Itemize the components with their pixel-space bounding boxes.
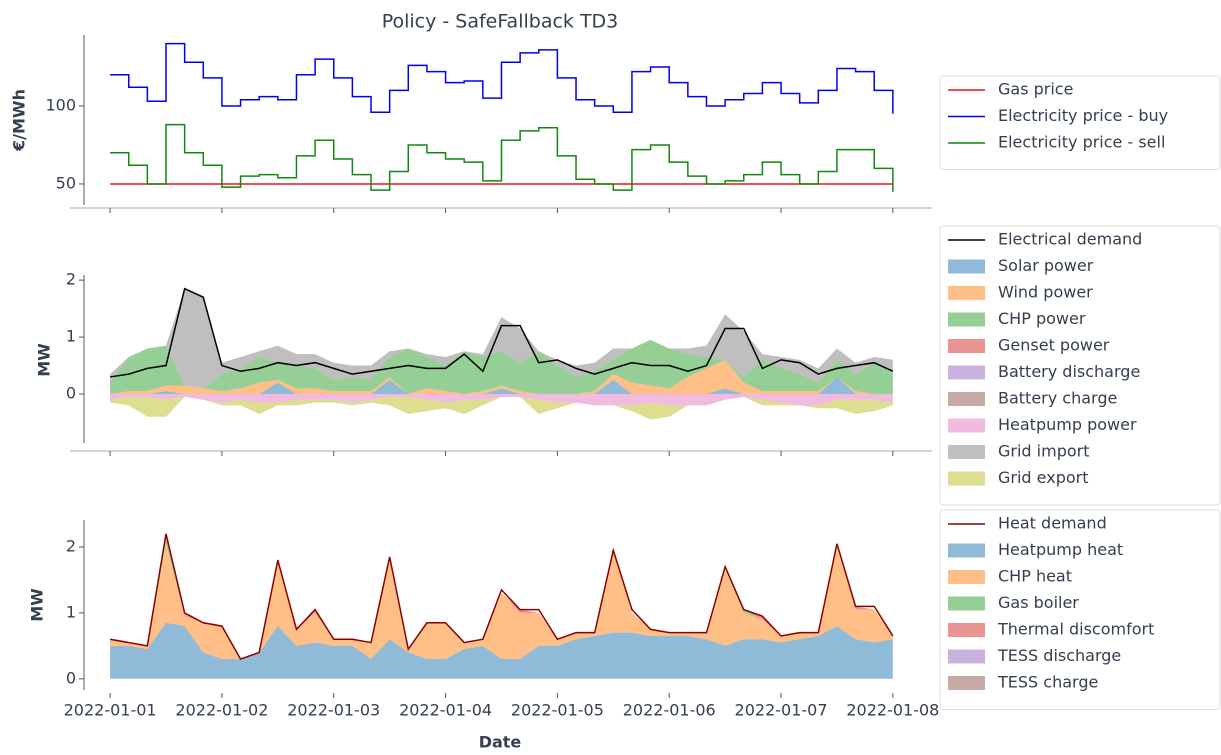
legend-swatch bbox=[948, 543, 985, 558]
legend-label: Genset power bbox=[998, 336, 1110, 355]
y-tick-label: 0 bbox=[66, 668, 76, 687]
legend-box bbox=[939, 75, 1221, 170]
legend-swatch bbox=[948, 339, 985, 353]
x-tick-label: 2022-01-05 bbox=[511, 701, 604, 720]
legend-label: Battery charge bbox=[998, 389, 1117, 408]
legend-swatch bbox=[948, 649, 985, 664]
legend-swatch bbox=[948, 596, 985, 611]
area bbox=[110, 376, 893, 395]
legend-label: Heat demand bbox=[998, 514, 1107, 533]
legend-label: Electrical demand bbox=[998, 230, 1142, 249]
y-tick-label: 50 bbox=[56, 173, 76, 192]
area bbox=[110, 622, 893, 679]
area bbox=[110, 394, 893, 406]
legend-label: Battery discharge bbox=[998, 362, 1140, 381]
y-tick-label: 100 bbox=[45, 95, 76, 114]
legend-swatch bbox=[948, 445, 985, 459]
legend-swatch bbox=[948, 365, 985, 380]
legend-label: Heatpump power bbox=[998, 415, 1137, 434]
legend-swatch bbox=[948, 259, 985, 274]
legend-label: TESS discharge bbox=[997, 646, 1121, 665]
legend-label: Electricity price - sell bbox=[998, 133, 1165, 152]
chart-title: Policy - SafeFallback TD3 bbox=[382, 11, 619, 33]
legend-label: Electricity price - buy bbox=[998, 106, 1168, 125]
x-tick-label: 2022-01-07 bbox=[735, 701, 828, 720]
legend-label: Wind power bbox=[998, 283, 1093, 302]
x-axis-label: Date bbox=[479, 733, 522, 752]
y-tick-label: 2 bbox=[66, 537, 76, 556]
x-tick-label: 2022-01-01 bbox=[64, 701, 157, 720]
x-tick-label: 2022-01-02 bbox=[175, 701, 268, 720]
x-tick-label: 2022-01-04 bbox=[399, 701, 492, 720]
legend-label: Heatpump heat bbox=[998, 540, 1123, 559]
legend-label: Grid export bbox=[998, 468, 1089, 487]
y-axis-label: MW bbox=[28, 588, 47, 622]
legend-box bbox=[939, 225, 1221, 506]
area bbox=[110, 543, 893, 660]
legend-swatch bbox=[948, 392, 985, 406]
y-tick-label: 1 bbox=[66, 602, 76, 621]
legend-label: Solar power bbox=[998, 256, 1094, 275]
line bbox=[109, 287, 894, 378]
legend-label: CHP power bbox=[998, 309, 1086, 328]
legend-label: CHP heat bbox=[998, 567, 1072, 586]
line bbox=[109, 533, 894, 660]
x-tick-label: 2022-01-08 bbox=[846, 701, 939, 720]
y-axis-label: MW bbox=[35, 343, 54, 377]
x-tick-label: 2022-01-06 bbox=[623, 701, 716, 720]
legend-label: Thermal discomfort bbox=[997, 620, 1154, 639]
legend-swatch bbox=[948, 312, 985, 327]
legend-label: TESS charge bbox=[997, 673, 1098, 692]
area bbox=[110, 339, 893, 395]
legend-label: Gas price bbox=[998, 80, 1073, 99]
line bbox=[110, 123, 894, 192]
legend-swatch bbox=[948, 676, 985, 690]
y-axis-label: €/MWh bbox=[10, 89, 29, 152]
legend-swatch bbox=[948, 286, 985, 300]
line bbox=[110, 42, 894, 114]
legend-swatch bbox=[948, 623, 985, 637]
y-tick-label: 0 bbox=[66, 384, 76, 403]
y-tick-label: 2 bbox=[66, 270, 76, 289]
legend-box bbox=[939, 509, 1221, 710]
legend-label: Grid import bbox=[998, 442, 1090, 461]
y-tick-label: 1 bbox=[66, 327, 76, 346]
legend-swatch bbox=[948, 570, 985, 584]
x-tick-label: 2022-01-03 bbox=[287, 701, 380, 720]
legend-label: Gas boiler bbox=[998, 593, 1079, 612]
area bbox=[110, 396, 893, 420]
area bbox=[110, 359, 893, 395]
legend-swatch bbox=[948, 471, 985, 486]
legend-swatch bbox=[948, 418, 985, 433]
